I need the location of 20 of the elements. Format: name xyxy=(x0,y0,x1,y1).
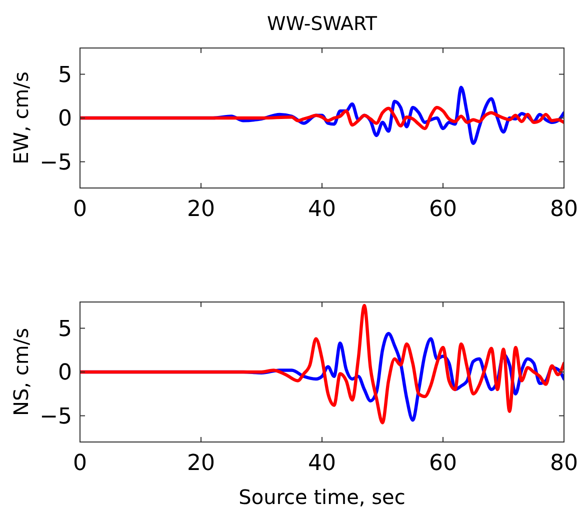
y-tick-label: 0 xyxy=(58,360,72,386)
x-tick-label: 80 xyxy=(550,197,578,222)
line-series xyxy=(80,106,564,130)
x-tick-label: 40 xyxy=(308,451,336,476)
y-tick-label: 0 xyxy=(58,106,72,132)
x-tick-label: 80 xyxy=(550,451,578,476)
x-axis-title: Source time, sec xyxy=(238,485,406,509)
y-tick-label: −5 xyxy=(40,404,72,430)
x-tick-label: 20 xyxy=(187,451,215,476)
y-tick-label: 5 xyxy=(58,316,72,342)
x-tick-label: 60 xyxy=(429,197,457,222)
y-axis-title: EW, cm/s xyxy=(9,72,33,164)
x-tick-label: 40 xyxy=(308,197,336,222)
x-tick-label: 60 xyxy=(429,451,457,476)
line-series xyxy=(80,304,564,424)
y-axis-title: NS, cm/s xyxy=(9,328,33,416)
y-tick-label: −5 xyxy=(40,150,72,176)
y-tick-label: 5 xyxy=(58,62,72,88)
x-tick-label: 20 xyxy=(187,197,215,222)
chart-title: WW-SWART xyxy=(267,13,378,35)
